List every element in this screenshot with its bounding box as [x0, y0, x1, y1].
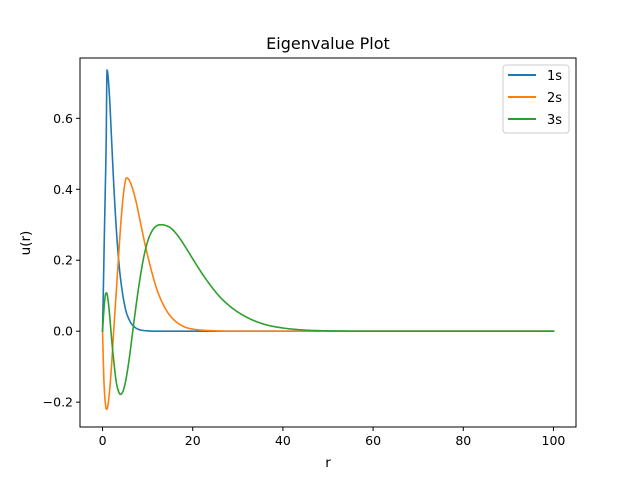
y-tick-label: −0.2: [43, 395, 73, 410]
y-axis-ticks: −0.2 0.0 0.2 0.4 0.6: [43, 111, 80, 410]
legend-box: [502, 64, 570, 134]
plot-frame: [79, 57, 577, 428]
legend-label-3s: 3s: [547, 113, 562, 128]
y-tick-label: 0.6: [53, 111, 73, 126]
x-tick-label: 100: [542, 433, 566, 448]
chart-title: Eigenvalue Plot: [266, 34, 390, 53]
legend: 1s 2s 3s: [502, 64, 570, 134]
x-tick-label: 80: [455, 433, 471, 448]
y-tick-label: 0.2: [53, 253, 73, 268]
x-tick-label: 60: [365, 433, 381, 448]
series-line-3s: [101, 223, 555, 396]
x-tick-label: 40: [275, 433, 291, 448]
x-tick-label: 20: [185, 433, 201, 448]
y-tick-label: 0.0: [53, 324, 73, 339]
series-lines: [101, 69, 555, 411]
y-axis-label: u(r): [18, 231, 34, 256]
legend-label-2s: 2s: [547, 91, 562, 106]
series-line-2s: [101, 177, 555, 411]
y-tick-label: 0.4: [53, 182, 73, 197]
x-tick-label: 0: [99, 433, 107, 448]
x-axis-ticks: 0 20 40 60 80 100: [99, 427, 566, 448]
x-axis-label: r: [325, 455, 331, 471]
legend-label-1s: 1s: [547, 69, 562, 84]
plot-area: [80, 58, 576, 427]
